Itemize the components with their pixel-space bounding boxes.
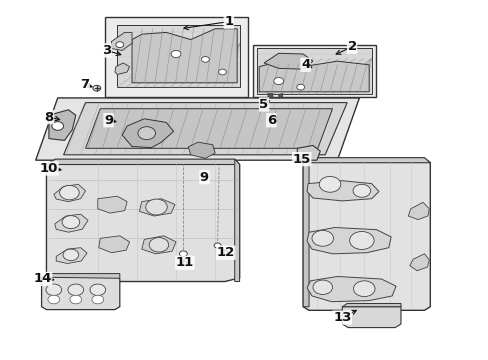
- Polygon shape: [306, 228, 390, 254]
- Polygon shape: [259, 61, 368, 92]
- Circle shape: [63, 249, 79, 261]
- Circle shape: [349, 231, 373, 249]
- Text: 15: 15: [292, 153, 310, 166]
- Polygon shape: [256, 48, 371, 94]
- Polygon shape: [117, 25, 239, 87]
- Circle shape: [149, 238, 168, 252]
- Polygon shape: [36, 98, 359, 160]
- Polygon shape: [306, 181, 378, 201]
- Text: 9: 9: [104, 114, 113, 127]
- Circle shape: [70, 295, 81, 304]
- Polygon shape: [306, 276, 395, 302]
- Circle shape: [46, 284, 61, 296]
- Text: 1: 1: [224, 15, 233, 28]
- Circle shape: [48, 295, 60, 304]
- Text: 11: 11: [175, 256, 194, 269]
- Text: 8: 8: [44, 111, 53, 123]
- Circle shape: [296, 84, 304, 90]
- Circle shape: [319, 176, 340, 192]
- Polygon shape: [56, 248, 87, 264]
- Text: 9: 9: [200, 171, 208, 184]
- Circle shape: [62, 216, 80, 229]
- Circle shape: [138, 127, 155, 140]
- Circle shape: [92, 295, 103, 304]
- Polygon shape: [188, 142, 215, 158]
- Polygon shape: [234, 159, 239, 282]
- Text: 6: 6: [266, 114, 275, 127]
- Circle shape: [353, 281, 374, 297]
- Polygon shape: [297, 145, 320, 160]
- Circle shape: [218, 69, 226, 75]
- Polygon shape: [41, 274, 120, 310]
- Polygon shape: [142, 236, 176, 254]
- Text: 3: 3: [102, 44, 111, 57]
- Circle shape: [273, 77, 283, 85]
- Circle shape: [171, 50, 181, 58]
- Polygon shape: [55, 214, 88, 232]
- Text: 7: 7: [80, 78, 89, 91]
- Text: 13: 13: [332, 311, 351, 324]
- Polygon shape: [49, 110, 76, 140]
- Circle shape: [352, 184, 370, 197]
- Polygon shape: [253, 45, 375, 97]
- Polygon shape: [85, 109, 332, 148]
- Polygon shape: [41, 274, 120, 278]
- Polygon shape: [139, 199, 175, 216]
- Polygon shape: [46, 159, 239, 165]
- Polygon shape: [342, 303, 400, 307]
- Polygon shape: [63, 103, 346, 155]
- Polygon shape: [99, 236, 129, 253]
- Polygon shape: [132, 29, 237, 83]
- Circle shape: [311, 230, 333, 246]
- Polygon shape: [98, 196, 127, 213]
- Polygon shape: [264, 53, 312, 69]
- Polygon shape: [267, 94, 272, 98]
- Polygon shape: [115, 63, 129, 75]
- Polygon shape: [54, 184, 85, 202]
- Polygon shape: [122, 119, 173, 148]
- Circle shape: [116, 42, 123, 48]
- Text: 12: 12: [216, 246, 235, 259]
- Text: 4: 4: [301, 58, 309, 71]
- Polygon shape: [111, 32, 132, 50]
- Polygon shape: [278, 94, 282, 98]
- Circle shape: [312, 280, 332, 294]
- Circle shape: [52, 122, 63, 130]
- Circle shape: [214, 243, 221, 248]
- Polygon shape: [407, 202, 428, 220]
- Polygon shape: [105, 17, 248, 97]
- Circle shape: [68, 284, 83, 296]
- Text: 2: 2: [347, 40, 356, 53]
- Circle shape: [90, 284, 105, 296]
- Polygon shape: [303, 158, 429, 310]
- Circle shape: [201, 57, 209, 62]
- Circle shape: [60, 185, 79, 200]
- Circle shape: [93, 85, 101, 91]
- Text: 5: 5: [259, 98, 268, 111]
- Polygon shape: [303, 158, 308, 307]
- Circle shape: [179, 251, 187, 257]
- Polygon shape: [342, 307, 400, 328]
- Text: 14: 14: [33, 273, 52, 285]
- Polygon shape: [303, 158, 429, 163]
- Text: 10: 10: [40, 162, 58, 175]
- Polygon shape: [409, 254, 428, 271]
- Circle shape: [145, 199, 167, 215]
- Polygon shape: [46, 160, 239, 282]
